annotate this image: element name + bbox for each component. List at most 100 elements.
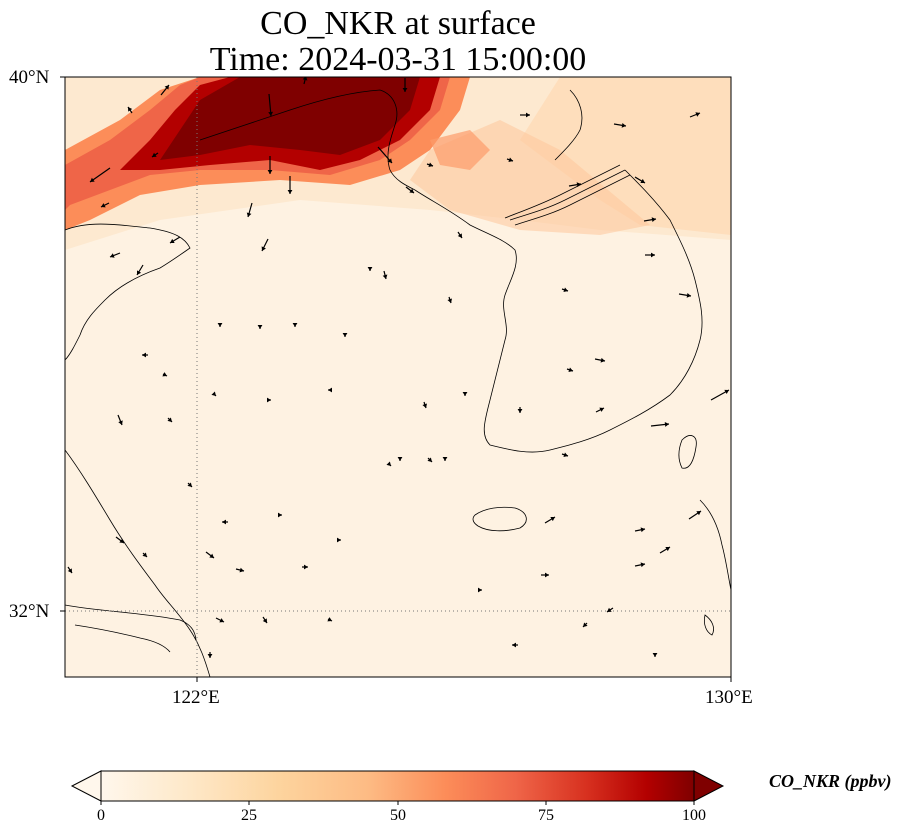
- coastline-north: [554, 89, 583, 161]
- wind-vector-head: [367, 267, 373, 271]
- coastline-china-east: [65, 449, 211, 677]
- map-title-line-2: Time: 2024-03-31 15:00:00: [209, 41, 587, 78]
- lat-label-40n: 40°N: [9, 67, 50, 88]
- wind-vector-head: [724, 389, 729, 395]
- wind-vector-head: [457, 233, 462, 238]
- coastline-island-japan: [704, 614, 714, 636]
- wind-vector-head: [442, 457, 448, 461]
- wind-vector-head: [267, 170, 273, 174]
- colorbar-gradient: [100, 770, 695, 802]
- wind-vector-head: [142, 352, 146, 358]
- wind-vector-head: [665, 547, 670, 552]
- wind-vector-head: [337, 537, 341, 543]
- coastline-shandong: [65, 223, 191, 361]
- lon-label-122e: 122°E: [172, 687, 220, 708]
- wind-vector-head: [304, 564, 308, 570]
- map-title-line-1: CO_NKR at surface: [260, 5, 536, 42]
- wind-vector-head: [207, 654, 213, 658]
- wind-vector-head: [187, 482, 192, 487]
- wind-vector-head: [170, 238, 175, 243]
- colorbar-extend-min: [70, 770, 102, 802]
- plume-secondary: [430, 130, 490, 170]
- wind-vector-head: [302, 77, 308, 81]
- wind-vector: [89, 167, 111, 183]
- coastline-border-2: [514, 174, 631, 226]
- wind-vector-head: [478, 587, 482, 593]
- colorbar-label-75: 75: [538, 807, 554, 824]
- wind-vector-head: [652, 653, 658, 657]
- wind-vector-head: [600, 357, 605, 363]
- colorbar-extend-max: [693, 770, 725, 802]
- plume-core: [160, 77, 420, 160]
- wind-vector-head: [261, 246, 266, 251]
- wind-vector-head: [550, 517, 555, 522]
- wind-vector-head: [696, 511, 701, 516]
- wind-vector-head: [386, 461, 391, 466]
- wind-vector-head: [422, 403, 428, 408]
- coastline-japan: [699, 499, 731, 591]
- wind-vector-head: [664, 422, 669, 427]
- wind-vector-head: [342, 333, 348, 337]
- wind-vector-head: [239, 567, 244, 573]
- wind-vector-head: [621, 122, 626, 128]
- wind-vector-head: [267, 397, 271, 403]
- wind-vector-head: [152, 152, 157, 157]
- wind-vector-head: [67, 568, 72, 573]
- wind-vector-head: [640, 562, 645, 568]
- wind-vector-head: [599, 407, 604, 412]
- wind-vector-head: [651, 217, 656, 223]
- wind-vector-head: [387, 158, 392, 163]
- lon-label-130e: 130°E: [705, 687, 753, 708]
- coastline-bohai: [199, 89, 416, 191]
- coastline-border-1: [504, 164, 621, 219]
- wind-vector-head: [382, 274, 388, 279]
- wind-vector-head: [90, 177, 95, 182]
- wind-vector-head: [262, 618, 267, 623]
- colorbar-label-50: 50: [390, 807, 406, 824]
- coastline-jeju: [472, 506, 527, 532]
- wind-vector-head: [217, 323, 223, 327]
- wind-vector-head: [209, 553, 214, 558]
- wind-vectors: [67, 77, 730, 658]
- wind-vector-head: [563, 452, 568, 458]
- wind-vector-head: [219, 618, 224, 623]
- wind-vector-head: [695, 112, 700, 117]
- wind-vector-head: [427, 457, 432, 462]
- coastline-korea-north: [509, 169, 626, 221]
- wind-vector-head: [211, 391, 216, 396]
- colorbar-label-100: 100: [682, 807, 706, 824]
- wind-vector-head: [447, 298, 453, 303]
- coastline-korea: [414, 169, 703, 453]
- wind-vector-head: [517, 409, 523, 413]
- field-northeast-halo: [520, 77, 731, 235]
- wind-vector-head: [327, 617, 332, 622]
- wind-vector-head: [576, 182, 581, 188]
- wind-vector-head: [640, 178, 645, 183]
- concentration-field: [65, 77, 731, 677]
- wind-vector-head: [545, 572, 549, 578]
- wind-vector-head: [257, 325, 263, 329]
- wind-vector-head: [222, 519, 226, 525]
- wind-vector-head: [508, 157, 513, 163]
- wind-vector-head: [651, 252, 655, 258]
- wind-vector-head: [164, 85, 169, 90]
- wind-vector-head: [268, 111, 274, 116]
- wind-vector-head: [583, 622, 588, 627]
- wind-vector-head: [409, 188, 414, 193]
- colorbar: [70, 770, 725, 805]
- wind-vector-head: [640, 527, 645, 533]
- wind-vector-head: [512, 642, 516, 648]
- wind-vector-head: [402, 88, 408, 92]
- colorbar-title: CO_NKR (ppbv): [769, 771, 892, 791]
- wind-vector-head: [128, 107, 133, 112]
- wind-vector-head: [118, 420, 123, 425]
- wind-vector-head: [137, 270, 142, 275]
- colorbar-label-0: 0: [97, 807, 105, 824]
- wind-vector-head: [246, 212, 252, 217]
- coastlines: [65, 89, 731, 677]
- wind-vector-head: [162, 372, 167, 377]
- wind-vector-head: [428, 162, 433, 168]
- wind-vector-head: [397, 457, 403, 461]
- wind-vector-head: [328, 387, 332, 393]
